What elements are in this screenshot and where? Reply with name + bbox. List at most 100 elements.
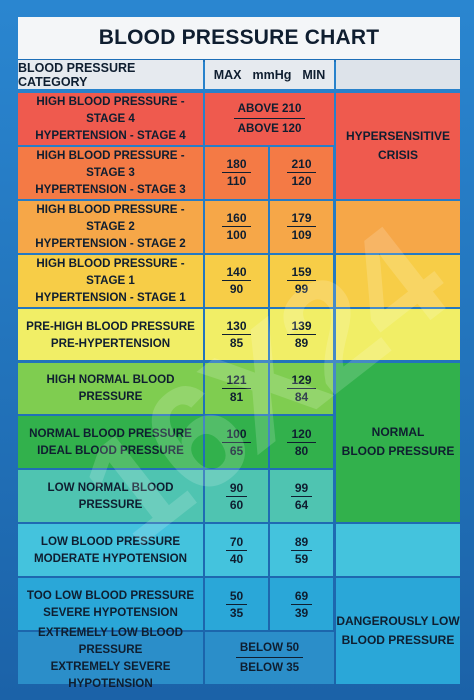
row-min-value: 210 120 xyxy=(270,146,333,199)
min-fraction: 69 39 xyxy=(290,589,313,620)
max-fraction: 50 35 xyxy=(225,589,248,620)
category-line-1: TOO LOW BLOOD PRESSURE xyxy=(26,589,195,603)
status-low: DANGEROUSLY LOW BLOOD PRESSURE xyxy=(336,578,460,684)
min-systolic: 129 xyxy=(287,373,316,389)
status-line-2: CRISIS xyxy=(377,147,418,162)
max-systolic: 70 xyxy=(225,535,248,551)
max-systolic: 100 xyxy=(222,427,251,443)
max-systolic: 140 xyxy=(222,265,251,282)
max-fraction: 100 65 xyxy=(222,427,251,458)
status-blank xyxy=(336,308,460,361)
row-category: LOW BLOOD PRESSURE MODERATE HYPOTENSION xyxy=(18,524,203,577)
category-line-1: HIGH NORMAL BLOOD PRESSURE xyxy=(46,373,175,404)
row-range-combined: ABOVE 210 ABOVE 120 xyxy=(205,93,334,145)
max-fraction: 90 60 xyxy=(225,481,248,512)
range-top: BELOW 50 xyxy=(235,639,304,659)
row-max-value: 180 110 xyxy=(205,146,268,199)
row-min-value: 179 109 xyxy=(270,200,333,253)
max-fraction: 140 90 xyxy=(222,265,251,297)
status-line-1: NORMAL xyxy=(371,425,425,440)
min-diastolic: 120 xyxy=(291,174,312,189)
min-fraction: 179 109 xyxy=(287,211,316,242)
row-max-value: 160 100 xyxy=(205,200,268,253)
status-blank xyxy=(336,254,460,307)
category-line-2: HYPERTENSION - STAGE 1 xyxy=(35,291,186,305)
range-top: ABOVE 210 xyxy=(233,100,306,120)
min-diastolic: 84 xyxy=(294,389,309,404)
category-line-2: PRE-HYPERTENSION xyxy=(50,336,171,350)
row-range-combined: BELOW 50 BELOW 35 xyxy=(205,632,334,684)
row-category: TOO LOW BLOOD PRESSURE SEVERE HYPOTENSION xyxy=(18,578,203,630)
row-category: HIGH NORMAL BLOOD PRESSURE xyxy=(18,362,203,415)
range-fraction: ABOVE 210 ABOVE 120 xyxy=(233,100,306,137)
max-diastolic: 65 xyxy=(229,443,244,458)
max-fraction: 180 110 xyxy=(222,157,251,188)
max-systolic: 90 xyxy=(225,481,248,497)
max-fraction: 130 85 xyxy=(222,319,251,351)
status-label: HYPERSENSITIVE CRISIS xyxy=(346,127,450,165)
range-bottom: BELOW 35 xyxy=(239,661,300,675)
status-blank xyxy=(336,524,460,577)
max-systolic: 130 xyxy=(222,319,251,336)
max-fraction: 160 100 xyxy=(222,211,251,242)
min-systolic: 210 xyxy=(287,157,316,174)
category-line-2: EXTREMELY SEVERE HYPOTENSION xyxy=(50,659,171,690)
status-crisis: HYPERSENSITIVE CRISIS xyxy=(336,93,460,199)
range-fraction: BELOW 50 BELOW 35 xyxy=(235,639,304,676)
row-min-value: 139 89 xyxy=(270,308,333,361)
min-fraction: 99 64 xyxy=(290,481,313,512)
min-diastolic: 80 xyxy=(294,443,309,458)
row-max-value: 100 65 xyxy=(205,416,268,469)
row-max-value: 140 90 xyxy=(205,254,268,307)
row-category: HIGH BLOOD PRESSURE - STAGE 1 HYPERTENSIO… xyxy=(18,254,203,307)
category-line-1: HIGH BLOOD PRESSURE - STAGE 3 xyxy=(36,149,185,180)
header-category: BLOOD PRESSURE CATEGORY xyxy=(18,60,203,89)
max-systolic: 160 xyxy=(222,211,251,228)
min-systolic: 179 xyxy=(287,211,316,228)
header-status-blank xyxy=(336,60,460,89)
category-line-1: HIGH BLOOD PRESSURE - STAGE 1 xyxy=(36,257,185,288)
row-category: HIGH BLOOD PRESSURE - STAGE 2 HYPERTENSIO… xyxy=(18,200,203,253)
header-max: MAX xyxy=(213,67,242,82)
range-bottom: ABOVE 120 xyxy=(237,122,302,136)
max-fraction: 70 40 xyxy=(225,535,248,566)
status-line-2: BLOOD PRESSURE xyxy=(341,444,455,459)
row-min-value: 159 99 xyxy=(270,254,333,307)
max-systolic: 180 xyxy=(222,157,251,174)
min-fraction: 139 89 xyxy=(287,319,316,351)
header-unit: mmHg xyxy=(252,67,292,82)
row-min-value: 129 84 xyxy=(270,362,333,415)
row-min-value: 99 64 xyxy=(270,470,333,523)
category-line-1: LOW NORMAL BLOOD PRESSURE xyxy=(47,481,174,512)
max-diastolic: 85 xyxy=(229,336,244,351)
row-max-value: 90 60 xyxy=(205,470,268,523)
min-diastolic: 89 xyxy=(294,336,309,351)
category-line-2: SEVERE HYPOTENSION xyxy=(43,606,178,620)
row-category: NORMAL BLOOD PRESSURE IDEAL BLOOD PRESSUR… xyxy=(18,416,203,469)
max-diastolic: 90 xyxy=(229,282,244,297)
max-diastolic: 40 xyxy=(229,551,244,566)
row-min-value: 120 80 xyxy=(270,416,333,469)
status-line-1: HYPERSENSITIVE xyxy=(345,128,451,143)
min-systolic: 139 xyxy=(287,319,316,336)
row-category: HIGH BLOOD PRESSURE - STAGE 3 HYPERTENSIO… xyxy=(18,146,203,199)
min-diastolic: 59 xyxy=(294,551,309,566)
max-diastolic: 81 xyxy=(229,389,244,404)
header-min: MIN xyxy=(302,67,326,82)
min-fraction: 210 120 xyxy=(287,157,316,189)
header-max-unit-min: MAX mmHg MIN xyxy=(205,60,334,89)
category-line-2: HYPERTENSION - STAGE 3 xyxy=(35,183,186,197)
row-max-value: 121 81 xyxy=(205,362,268,415)
category-line-1: NORMAL BLOOD PRESSURE xyxy=(29,427,192,441)
min-systolic: 89 xyxy=(290,535,313,551)
category-line-2: HYPERTENSION - STAGE 2 xyxy=(35,237,186,251)
category-line-2: MODERATE HYPOTENSION xyxy=(33,552,188,566)
row-min-value: 89 59 xyxy=(270,524,333,577)
min-fraction: 159 99 xyxy=(287,265,316,297)
max-systolic: 50 xyxy=(225,589,248,605)
status-line-2: BLOOD PRESSURE xyxy=(341,632,455,647)
row-category: HIGH BLOOD PRESSURE - STAGE 4 HYPERTENSIO… xyxy=(18,93,203,145)
min-diastolic: 99 xyxy=(294,282,309,297)
max-diastolic: 35 xyxy=(229,605,244,620)
max-diastolic: 60 xyxy=(229,497,244,512)
